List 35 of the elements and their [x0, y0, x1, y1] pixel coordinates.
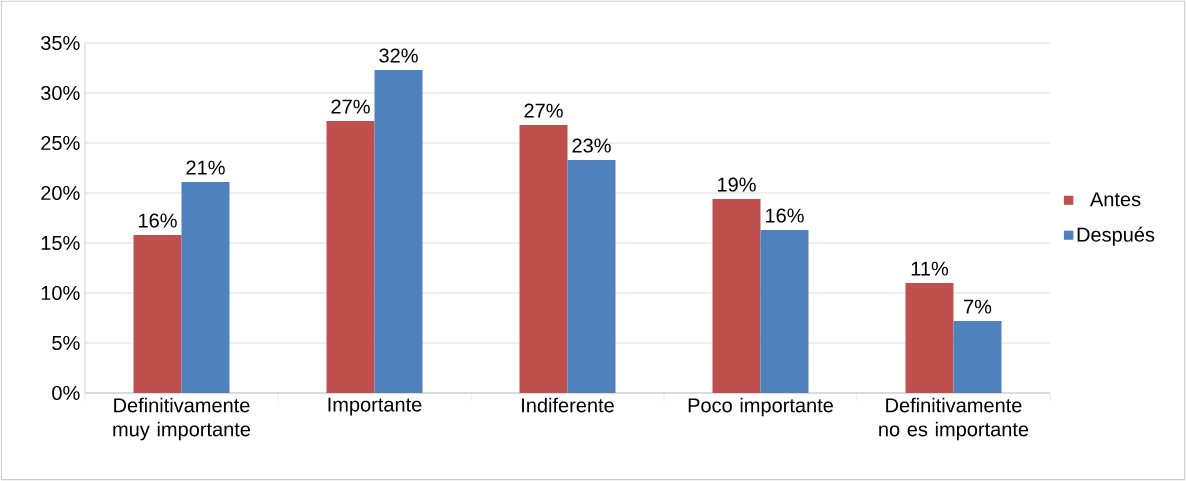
- x-tick-label: Definitivamente no es importante: [879, 397, 1029, 441]
- bar: [326, 120, 375, 393]
- data-label: 7%: [964, 299, 992, 314]
- x-tick-label: Definitivamente muy importante: [113, 397, 251, 441]
- bar: [712, 198, 761, 393]
- y-tick-label: 0%: [52, 385, 80, 401]
- data-label: 16%: [139, 213, 177, 228]
- data-label: 19%: [718, 177, 756, 192]
- y-tick-label: 20%: [41, 185, 80, 201]
- data-label: 11%: [911, 261, 949, 276]
- bar: [133, 234, 182, 393]
- legend-label: Después: [1077, 226, 1155, 246]
- data-label: 27%: [331, 99, 370, 114]
- bar: [905, 282, 954, 393]
- x-tick-label: Importante: [328, 397, 422, 416]
- bar: [374, 69, 423, 393]
- data-label: 27%: [524, 103, 563, 118]
- data-label: 23%: [572, 138, 611, 153]
- y-tick-label: 5%: [52, 335, 80, 351]
- y-tick-label: 25%: [41, 135, 80, 151]
- x-tick-label: Poco importante: [688, 397, 833, 417]
- y-tick-label: 15%: [41, 235, 80, 251]
- data-label: 21%: [186, 160, 225, 175]
- legend-label: Antes: [1089, 192, 1141, 207]
- bar: [519, 124, 568, 393]
- data-label: 32%: [379, 48, 418, 63]
- y-tick-label: 10%: [41, 285, 80, 301]
- y-tick-label: 35%: [41, 35, 80, 51]
- bar: [953, 320, 1002, 393]
- bar: [181, 181, 230, 393]
- x-tick-label: Indiferente: [522, 397, 614, 413]
- y-tick-label: 30%: [41, 85, 80, 101]
- bar: [760, 229, 809, 393]
- bar: [567, 159, 616, 393]
- data-label: 16%: [766, 208, 804, 223]
